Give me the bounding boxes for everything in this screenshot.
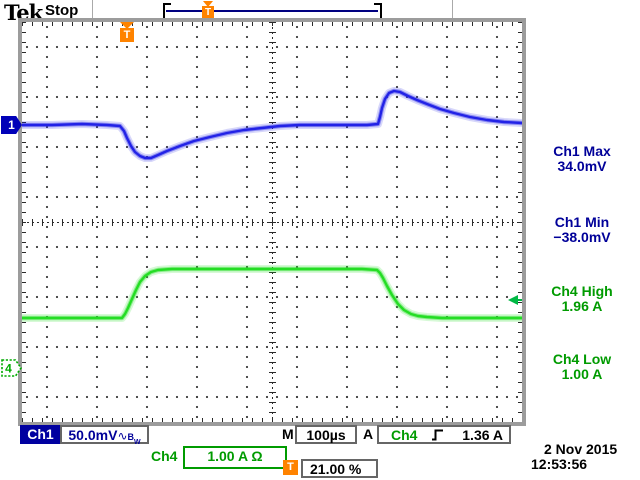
header-divider (452, 0, 453, 18)
timebase-readout: 100µs (295, 425, 357, 444)
trigger-readout: Ch4 1.36 A (377, 425, 511, 444)
measurement-ch1-min: Ch1 Min −38.0mV (526, 215, 638, 245)
trigger-position-arrow-icon (120, 22, 134, 29)
trigger-position-readout: 21.00 % (301, 459, 378, 478)
ch1-scale-readout: 50.0mV∿BW (60, 425, 149, 446)
ac-coupling-icon: ∿ (117, 429, 128, 443)
trigger-source: Ch4 (391, 427, 418, 443)
measurement-value: −38.0mV (553, 229, 611, 245)
measurement-label: Ch4 High (551, 283, 613, 299)
bandwidth-limit-sub: W (134, 438, 141, 446)
measurement-ch1-max: Ch1 Max 34.0mV (526, 144, 638, 174)
graticule: T (22, 22, 522, 422)
graticule-frame-top (18, 18, 526, 22)
rising-edge-icon (431, 428, 444, 445)
ch4-scale-readout: 1.00 A Ω (183, 446, 287, 469)
trigger-mode-label: A (363, 426, 374, 442)
ch1-channel-badge: Ch1 (20, 425, 61, 444)
graticule-frame-left (18, 18, 22, 426)
measurement-label: Ch1 Min (554, 214, 610, 230)
record-trigger-flag-icon: T (202, 6, 214, 19)
time-display: 12:53:56 (531, 456, 588, 472)
ch4-channel-label: Ch4 (151, 448, 178, 464)
trigger-level-arrow-icon (508, 295, 518, 305)
center-horizontal-axis-line (22, 222, 522, 223)
measurement-label: Ch4 Low (552, 351, 612, 367)
record-view-bar (166, 10, 378, 12)
ch1-scale-value: 50.0mV (68, 427, 118, 443)
measurement-ch4-low: Ch4 Low 1.00 A (526, 352, 638, 382)
measurement-value: 34.0mV (557, 158, 607, 174)
measurement-value: 1.00 A (561, 366, 603, 382)
record-trigger-arrow-icon (203, 1, 213, 7)
measurement-label: Ch1 Max (553, 143, 611, 159)
trigger-level-value: 1.36 A (462, 427, 503, 443)
acquisition-status: Stop (45, 2, 79, 19)
graticule-frame-bottom (18, 422, 526, 426)
trigger-position-flag-icon: T (120, 28, 134, 42)
measurement-value: 1.96 A (561, 298, 603, 314)
measurement-ch4-high: Ch4 High 1.96 A (526, 284, 638, 314)
trigger-level-arrow-tail (517, 299, 522, 301)
timebase-label: M (282, 426, 294, 442)
trigger-position-t-icon: T (283, 460, 298, 475)
header-divider (92, 0, 93, 18)
svg-text:4: 4 (5, 362, 12, 376)
ch4-ground-marker: 4 (1, 359, 22, 377)
bandwidth-limit-icon: B (127, 432, 135, 442)
date-display: 2 Nov 2015 (544, 441, 618, 457)
ch1-ground-marker: 1 (1, 116, 22, 134)
graticule-frame-right (522, 18, 526, 426)
